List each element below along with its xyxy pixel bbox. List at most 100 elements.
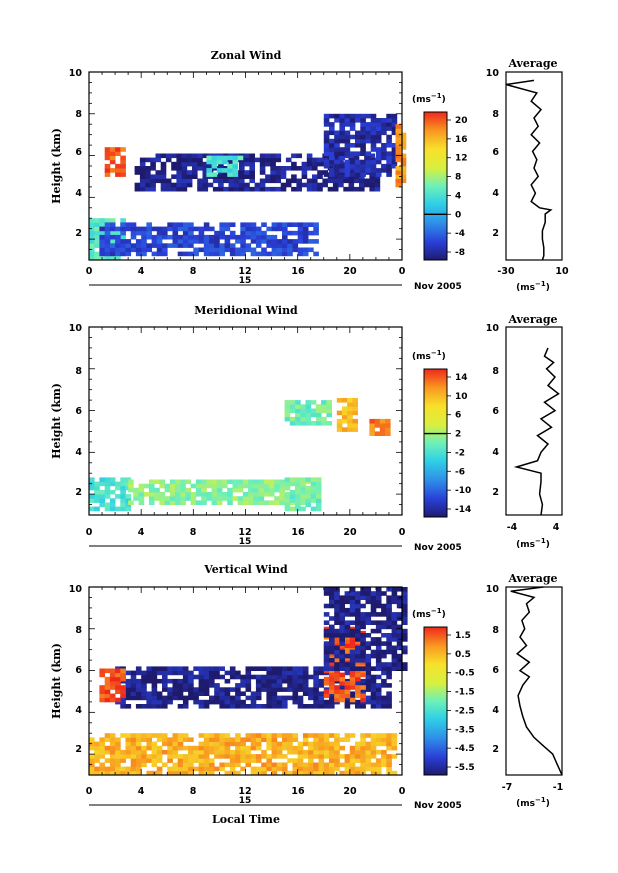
heatmap-cell: [229, 704, 236, 709]
avg-x-tick-label: -4: [507, 522, 518, 533]
heatmap-cell: [109, 697, 116, 703]
heatmap-cell: [250, 737, 257, 742]
heatmap-cell: [355, 685, 361, 690]
heatmap-cell: [360, 666, 366, 671]
heatmap-cell: [134, 186, 141, 192]
heatmap-cell: [339, 672, 345, 678]
heatmap-cell: [349, 672, 356, 678]
heatmap-cell: [365, 113, 372, 119]
heatmap-cell: [336, 410, 343, 416]
heatmap-cell: [323, 591, 330, 596]
heatmap-cell: [240, 243, 246, 248]
heatmap-cell: [235, 754, 241, 759]
heatmap-cell: [344, 151, 351, 156]
heatmap-cell: [219, 674, 225, 680]
heatmap-cell: [125, 678, 132, 684]
heatmap-cell: [349, 733, 356, 738]
heatmap-cell: [141, 670, 147, 676]
heatmap-cell: [162, 687, 168, 692]
heatmap-cell: [279, 487, 285, 493]
heatmap-cell: [89, 766, 95, 772]
heatmap-cell: [214, 699, 220, 705]
heatmap-cell: [242, 496, 249, 501]
heatmap-cell: [344, 754, 351, 759]
heatmap-cell: [370, 766, 377, 772]
heatmap-cell: [339, 620, 345, 625]
heatmap-cell: [296, 178, 302, 184]
heatmap-cell: [115, 681, 121, 686]
heatmap-cell: [381, 603, 387, 609]
heatmap-cell: [146, 234, 152, 240]
x-tick-label: 8: [190, 786, 197, 797]
heatmap-cell: [365, 599, 372, 605]
heatmap-cell: [381, 758, 387, 763]
colorbar-tick-label: -14: [455, 505, 471, 515]
heatmap-cell: [391, 754, 398, 759]
heatmap-cell: [266, 758, 272, 763]
heatmap-cell: [143, 492, 150, 497]
heatmap-cell: [167, 737, 173, 742]
heatmap-cell: [360, 672, 366, 678]
heatmap-cell: [146, 741, 152, 747]
heatmap-cell: [365, 134, 372, 140]
heatmap-cell: [266, 251, 272, 257]
heatmap-cell: [308, 762, 314, 768]
heatmap-cell: [198, 754, 205, 759]
heatmap-cell: [391, 126, 398, 131]
heatmap-cell: [130, 737, 137, 742]
heatmap-cell: [360, 733, 366, 738]
heatmap-cell: [162, 226, 168, 232]
heatmap-cell: [185, 496, 192, 501]
heatmap-cell: [242, 479, 249, 485]
heatmap-cell: [177, 741, 184, 747]
heatmap-cell: [280, 174, 287, 179]
heatmap-cell: [135, 666, 142, 671]
heatmap-cell: [292, 683, 299, 688]
heatmap-cell: [271, 670, 278, 676]
date-bar: 15 Nov 2005: [89, 796, 462, 811]
heatmap-cell: [365, 130, 372, 136]
heatmap-cell: [182, 234, 189, 240]
heatmap-cell: [244, 186, 250, 192]
heatmap-cell: [276, 226, 283, 232]
heatmap-cell: [395, 174, 402, 179]
heatmap-cell: [245, 222, 252, 227]
heatmap-cell: [120, 218, 126, 223]
heatmap-cell: [306, 178, 313, 184]
heatmap-cell: [302, 733, 309, 738]
heatmap-cell: [190, 500, 197, 505]
heatmap-cell: [287, 695, 293, 701]
heatmap-cell: [177, 758, 184, 763]
heatmap-cell: [169, 500, 176, 505]
heatmap-cell: [130, 754, 137, 759]
heatmap-cell: [171, 174, 177, 179]
heatmap-cell: [104, 489, 111, 495]
heatmap-cell: [237, 487, 244, 493]
heatmap-cell: [344, 591, 351, 596]
heatmap-cell: [162, 230, 168, 236]
heatmap-cell: [292, 670, 299, 676]
heatmap-cell: [162, 749, 168, 755]
heatmap-cell: [302, 251, 309, 257]
heatmap-cell: [271, 762, 278, 768]
heatmap-cell: [329, 658, 335, 663]
heatmap-cell: [232, 159, 239, 165]
heatmap-cell: [310, 400, 317, 405]
heatmap-cell: [188, 766, 194, 772]
heatmap-cell: [271, 678, 278, 684]
heatmap-cell: [381, 741, 387, 747]
heatmap-cell: [203, 745, 210, 751]
heatmap-cell: [300, 404, 306, 409]
heatmap-cell: [385, 423, 391, 428]
heatmap-cell: [141, 704, 147, 709]
heatmap-cell: [276, 749, 283, 755]
heatmap-cell: [305, 416, 312, 422]
heatmap-cell: [279, 496, 285, 501]
heatmap-cell: [201, 487, 207, 493]
heatmap-cell: [355, 172, 361, 177]
heatmap-cell: [344, 633, 351, 638]
heatmap-cell: [370, 126, 377, 131]
heatmap-cell: [120, 506, 126, 512]
heatmap-cell: [329, 762, 335, 768]
